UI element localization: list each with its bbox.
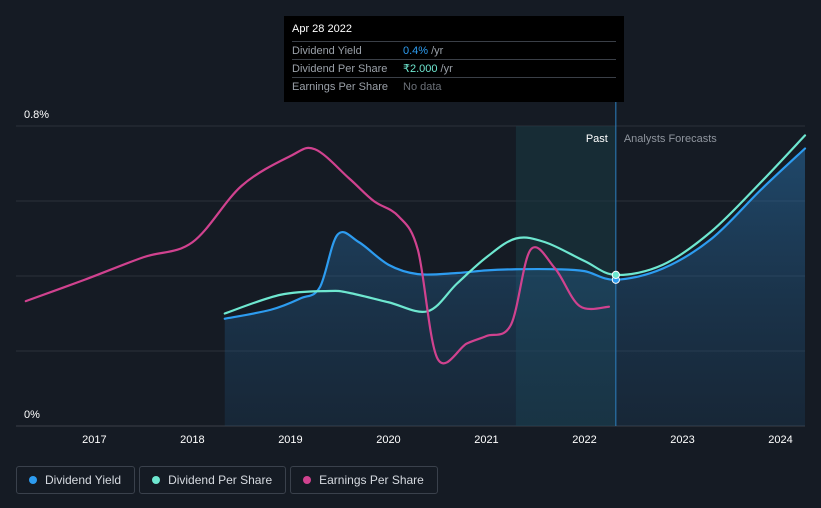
tooltip-row-earnings-per-share: Earnings Per Share No data xyxy=(292,77,616,95)
legend-item-earnings-per-share[interactable]: Earnings Per Share xyxy=(290,466,438,494)
zone-label-past: Past xyxy=(586,133,608,145)
tooltip-value: No data xyxy=(403,80,442,93)
legend-label: Earnings Per Share xyxy=(319,473,424,487)
hover-tooltip: Apr 28 2022 Dividend Yield 0.4% /yr Divi… xyxy=(284,16,624,102)
tooltip-row-dividend-yield: Dividend Yield 0.4% /yr xyxy=(292,41,616,59)
tooltip-row-dividend-per-share: Dividend Per Share ₹2.000 /yr xyxy=(292,59,616,77)
legend-dot-icon xyxy=(152,476,161,484)
x-tick-label: 2024 xyxy=(768,434,792,446)
y-tick-label: 0% xyxy=(24,409,40,421)
series-areas xyxy=(224,148,805,426)
y-tick-label: 0.8% xyxy=(24,109,49,121)
x-tick-label: 2021 xyxy=(474,434,498,446)
line-dividend-per-share xyxy=(223,134,807,315)
tooltip-unit: /yr xyxy=(440,62,453,75)
tooltip-label: Earnings Per Share xyxy=(292,80,388,93)
legend: Dividend Yield Dividend Per Share Earnin… xyxy=(16,466,438,494)
x-tick-label: 2022 xyxy=(572,434,596,446)
tooltip-date: Apr 28 2022 xyxy=(292,23,352,35)
legend-label: Dividend Yield xyxy=(45,473,122,487)
zone-label-forecast: Analysts Forecasts xyxy=(624,133,717,145)
tooltip-label: Dividend Yield xyxy=(292,44,362,57)
x-tick-label: 2017 xyxy=(82,434,106,446)
legend-dot-icon xyxy=(303,476,312,484)
area-dividend-yield xyxy=(224,148,805,426)
line-earnings-per-share xyxy=(24,146,611,365)
y-axis-ticks: 0.8% 0% xyxy=(24,109,49,421)
x-axis-ticks: 2017 2018 2019 2020 2021 2022 2023 2024 xyxy=(82,434,793,446)
cursor-marker xyxy=(611,270,620,279)
tooltip-value: 0.4% xyxy=(403,44,429,57)
legend-label: Dividend Per Share xyxy=(168,473,273,487)
legend-item-dividend-yield[interactable]: Dividend Yield xyxy=(16,466,136,494)
x-tick-label: 2018 xyxy=(180,434,204,446)
series-lines xyxy=(24,134,807,365)
x-tick-label: 2020 xyxy=(376,434,400,446)
tooltip-unit: /yr xyxy=(431,44,444,57)
cursor-markers xyxy=(611,270,620,284)
x-tick-label: 2023 xyxy=(670,434,694,446)
tooltip-label: Dividend Per Share xyxy=(292,62,388,75)
legend-dot-icon xyxy=(29,476,37,484)
legend-item-dividend-per-share[interactable]: Dividend Per Share xyxy=(139,466,287,494)
x-tick-label: 2019 xyxy=(278,434,302,446)
line-dividend-yield xyxy=(223,147,807,320)
tooltip-value: ₹2.000 xyxy=(403,63,438,75)
